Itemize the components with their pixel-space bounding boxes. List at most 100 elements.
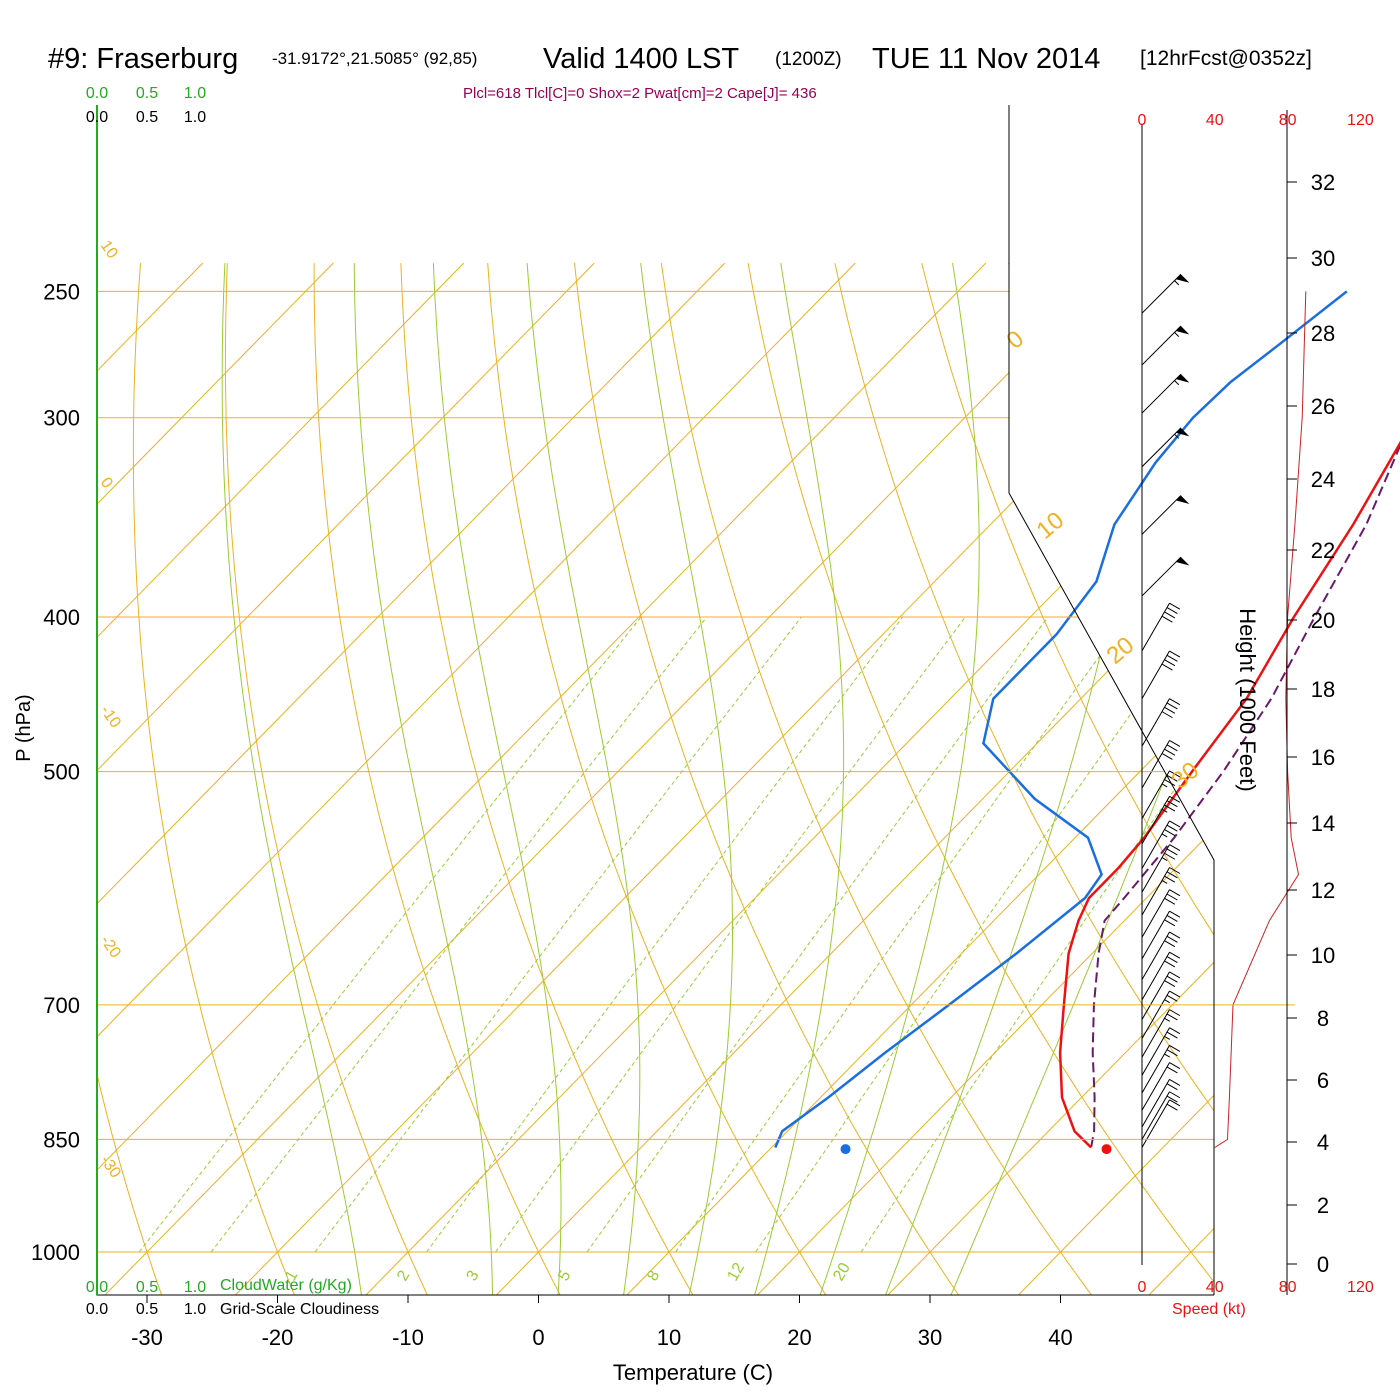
pressure-tick-label: 300 (43, 406, 80, 431)
surface-temperature-point (1101, 1144, 1112, 1155)
wind-barb (1141, 740, 1181, 789)
wind-barb-full (1166, 824, 1178, 832)
wind-barb-half (1174, 332, 1180, 337)
speed-axis-label: Speed (kt) (1172, 1301, 1246, 1318)
wind-barb-half (1161, 783, 1168, 788)
wind-barb-staff (1141, 867, 1170, 916)
isotherm-line (622, 262, 1214, 1295)
isotherm-line (97, 262, 595, 1295)
wind-barb (1141, 795, 1181, 845)
plot-frame-right (1008, 105, 1215, 1295)
isotherm-line (97, 262, 465, 1295)
wind-barb-full (1166, 915, 1178, 922)
wind-barb-staff (1141, 951, 1170, 1001)
wind-barb-full (1169, 650, 1181, 658)
x-tick-label: 30 (918, 1325, 942, 1350)
wind-barb-full (1166, 994, 1178, 1002)
wind-barb-full (1164, 748, 1176, 756)
wind-barb-half (1164, 999, 1170, 1004)
height-tick-label: 32 (1311, 170, 1335, 195)
wind-barb-full (1169, 910, 1181, 918)
pressure-tick-label: 700 (43, 993, 80, 1018)
speed-tick-label-top: 40 (1206, 112, 1224, 129)
wind-barb-full (1169, 1009, 1181, 1017)
mixing-ratio-label: 8 (644, 1268, 663, 1284)
wind-barb-full (1161, 615, 1173, 623)
wind-barb-staff (1141, 910, 1170, 960)
speed-tick-label-bottom: 0 (1138, 1279, 1147, 1296)
height-tick-label: 28 (1311, 321, 1335, 346)
wind-barb (1141, 931, 1181, 980)
dry-adiabat-line (574, 263, 962, 1295)
cloudiness-tick-top: 0.0 (86, 109, 108, 126)
wind-barb-full (1169, 1078, 1181, 1086)
wind-barb-half (1174, 380, 1180, 386)
x-tick-label: 40 (1048, 1325, 1072, 1350)
cloudwater-tick-top: 1.0 (184, 85, 206, 102)
wind-barb-flag (1175, 557, 1190, 566)
wind-barb-flag (1175, 427, 1190, 437)
mixing-ratio-label: 5 (555, 1268, 574, 1284)
x-axis-label: Temperature (C) (613, 1360, 773, 1385)
wind-barb (1141, 1027, 1181, 1076)
wind-barb-staff (1141, 931, 1170, 980)
isotherm-label: -30 (97, 1153, 124, 1182)
wind-barb (1141, 820, 1181, 869)
wind-barb-full (1166, 956, 1178, 964)
height-tick-label: 18 (1311, 677, 1335, 702)
mixing-ratio-label: 3 (463, 1268, 482, 1284)
isotherm-line (492, 262, 1214, 1295)
wind-barb-staff (1141, 770, 1170, 819)
wind-barb-staff (1141, 1079, 1170, 1128)
wind-barb-full (1169, 770, 1181, 778)
wind-barb (1141, 1078, 1181, 1128)
wind-barb-full (1166, 744, 1178, 752)
moist-adiabat-line (432, 263, 562, 1295)
pressure-tick-label: 850 (43, 1127, 80, 1152)
wind-barb-full (1169, 951, 1181, 959)
wind-barb-full (1164, 960, 1176, 968)
x-tick-label: 10 (657, 1325, 681, 1350)
wind-barb-half (1164, 1053, 1170, 1058)
wind-barb-full (1166, 1103, 1178, 1111)
wind-barb-half (1174, 433, 1180, 439)
wind-barb (1141, 971, 1181, 1020)
isotherm-label: -20 (97, 933, 124, 962)
wind-barb-full (1164, 659, 1176, 667)
height-tick-label: 16 (1311, 745, 1335, 770)
cloudiness-label: Grid-Scale Cloudiness (220, 1301, 379, 1318)
wind-barb (1141, 1044, 1181, 1094)
dry-adiabat-line (1181, 262, 1214, 1295)
wind-barb-full (1164, 852, 1176, 860)
height-tick-label: 2 (1317, 1193, 1329, 1218)
isotherm-label: 0 (97, 475, 116, 492)
moist-adiabat-line (353, 263, 494, 1295)
mixing-ratio-label: 20 (830, 1260, 854, 1284)
forecast-tag: [12hrFcst@0352z] (1140, 47, 1312, 70)
wind-barb-half (1161, 880, 1168, 884)
isotherm-line (97, 262, 987, 1295)
wind-barb-full (1169, 1027, 1181, 1035)
wind-barb (1141, 867, 1181, 916)
isotherm-line (97, 262, 204, 1295)
isotherm-label: -10 (97, 703, 124, 732)
valid-time: Valid 1400 LST (543, 43, 739, 75)
wind-barb-staff (1141, 1091, 1170, 1140)
isotherm-label-right: 0 (1002, 325, 1030, 354)
moist-adiabat-line (526, 263, 641, 1295)
height-tick-label: 22 (1311, 538, 1335, 563)
wind-barb-full (1166, 1066, 1178, 1074)
wind-speed-trace (1214, 291, 1307, 1148)
wind-barb-staff (1141, 889, 1170, 938)
pressure-tick-label: 1000 (31, 1240, 80, 1265)
wind-barb-full (1164, 706, 1176, 714)
wind-barb-full (1169, 1044, 1181, 1052)
wind-barb (1141, 602, 1181, 652)
wind-barb (1141, 990, 1181, 1039)
wind-barb-full (1169, 820, 1181, 828)
dewpoint-trace (774, 290, 1348, 1148)
dry-adiabat-line (747, 263, 1214, 1295)
wind-barb-staff (1141, 325, 1182, 366)
isotherm-line (97, 262, 856, 1295)
